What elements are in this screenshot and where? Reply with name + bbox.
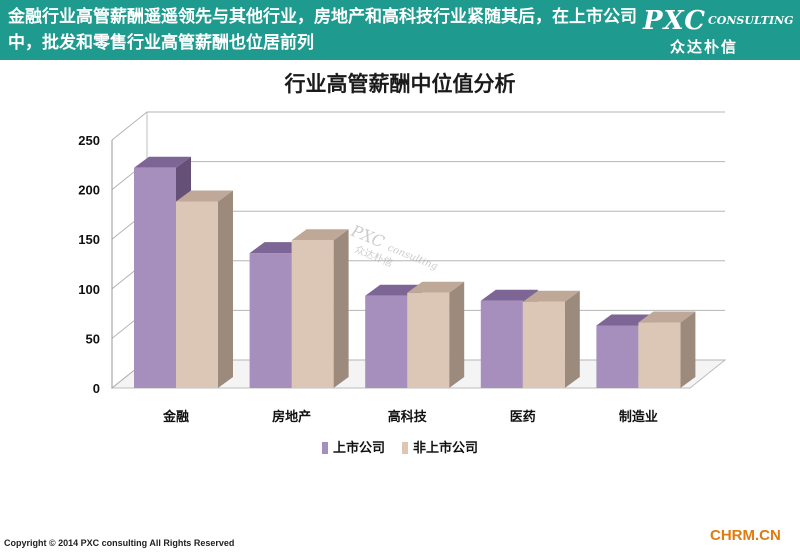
bar-top — [291, 229, 349, 241]
watermark-main: PXC — [348, 221, 388, 252]
legend: 上市公司 非上市公司 — [322, 440, 478, 456]
y-tick-label: 200 — [78, 183, 100, 198]
y-tick-label: 100 — [78, 282, 100, 297]
bar-front — [249, 253, 292, 388]
x-tick-label: 高科技 — [388, 409, 428, 425]
bar-front — [291, 240, 334, 388]
bar-side — [218, 190, 233, 388]
y-tick-label: 0 — [93, 381, 100, 396]
header-text: 金融行业高管薪酬遥遥领先与其他行业，房地产和高科技行业紧随其后，在上市公司中，批… — [8, 7, 637, 53]
legend-swatch — [402, 442, 408, 454]
source-watermark: CHRM.CN — [710, 527, 781, 544]
bar-top — [522, 290, 580, 302]
y-tick-label: 50 — [86, 331, 100, 346]
bar — [176, 190, 233, 388]
bar — [291, 229, 349, 388]
x-tick-label: 制造业 — [619, 409, 658, 425]
bar-side — [564, 290, 580, 388]
bar-front — [407, 292, 450, 388]
legend-label: 非上市公司 — [413, 440, 478, 456]
gridline — [111, 111, 725, 141]
header-banner: 金融行业高管薪酬遥遥领先与其他行业，房地产和高科技行业紧随其后，在上市公司中，批… — [0, 0, 800, 60]
bar-top — [638, 311, 696, 323]
y-tick-label: 250 — [78, 133, 100, 148]
x-tick-label: 房地产 — [272, 409, 311, 425]
copyright-text: Copyright © 2014 PXC consulting All Righ… — [4, 538, 235, 548]
bar-front — [365, 295, 408, 388]
x-tick-label: 金融 — [162, 409, 189, 425]
logo-pxc: PXC — [643, 6, 706, 36]
bar-layer — [134, 156, 696, 388]
axis-layer: 0 50 100 150 200 250 金融 房地产 高科技 医药 制造业 — [78, 133, 658, 425]
logo-chinese: 众达朴信 — [670, 38, 739, 56]
bar-top — [134, 156, 191, 168]
legend-swatch — [322, 442, 328, 454]
watermark-sub: consulting — [386, 243, 439, 273]
bar-top — [480, 289, 538, 301]
logo-consulting: CONSULTING — [708, 14, 794, 27]
bar — [638, 311, 696, 388]
bar-top — [407, 281, 465, 293]
bar — [522, 290, 580, 388]
bar-front — [176, 201, 218, 388]
bar-front — [480, 300, 523, 388]
chart-title: 行业高管薪酬中位值分析 — [284, 72, 516, 96]
bar-front — [134, 167, 176, 388]
bar-side — [333, 229, 349, 388]
gridline — [111, 161, 725, 190]
bar-chart: PXC consulting 众达朴信 0 50 100 150 200 250 金融 房地产… — [78, 111, 727, 456]
bar-front — [596, 325, 639, 388]
watermark: PXC consulting 众达朴信 — [348, 221, 440, 273]
bar-front — [638, 322, 681, 388]
y-tick-label: 150 — [78, 232, 100, 247]
bar-top — [176, 190, 233, 202]
legend-label: 上市公司 — [333, 440, 385, 456]
bar-side — [449, 281, 465, 388]
bar-side — [680, 311, 696, 388]
bar-front — [522, 301, 565, 388]
bar — [407, 281, 465, 388]
x-tick-label: 医药 — [510, 409, 536, 425]
